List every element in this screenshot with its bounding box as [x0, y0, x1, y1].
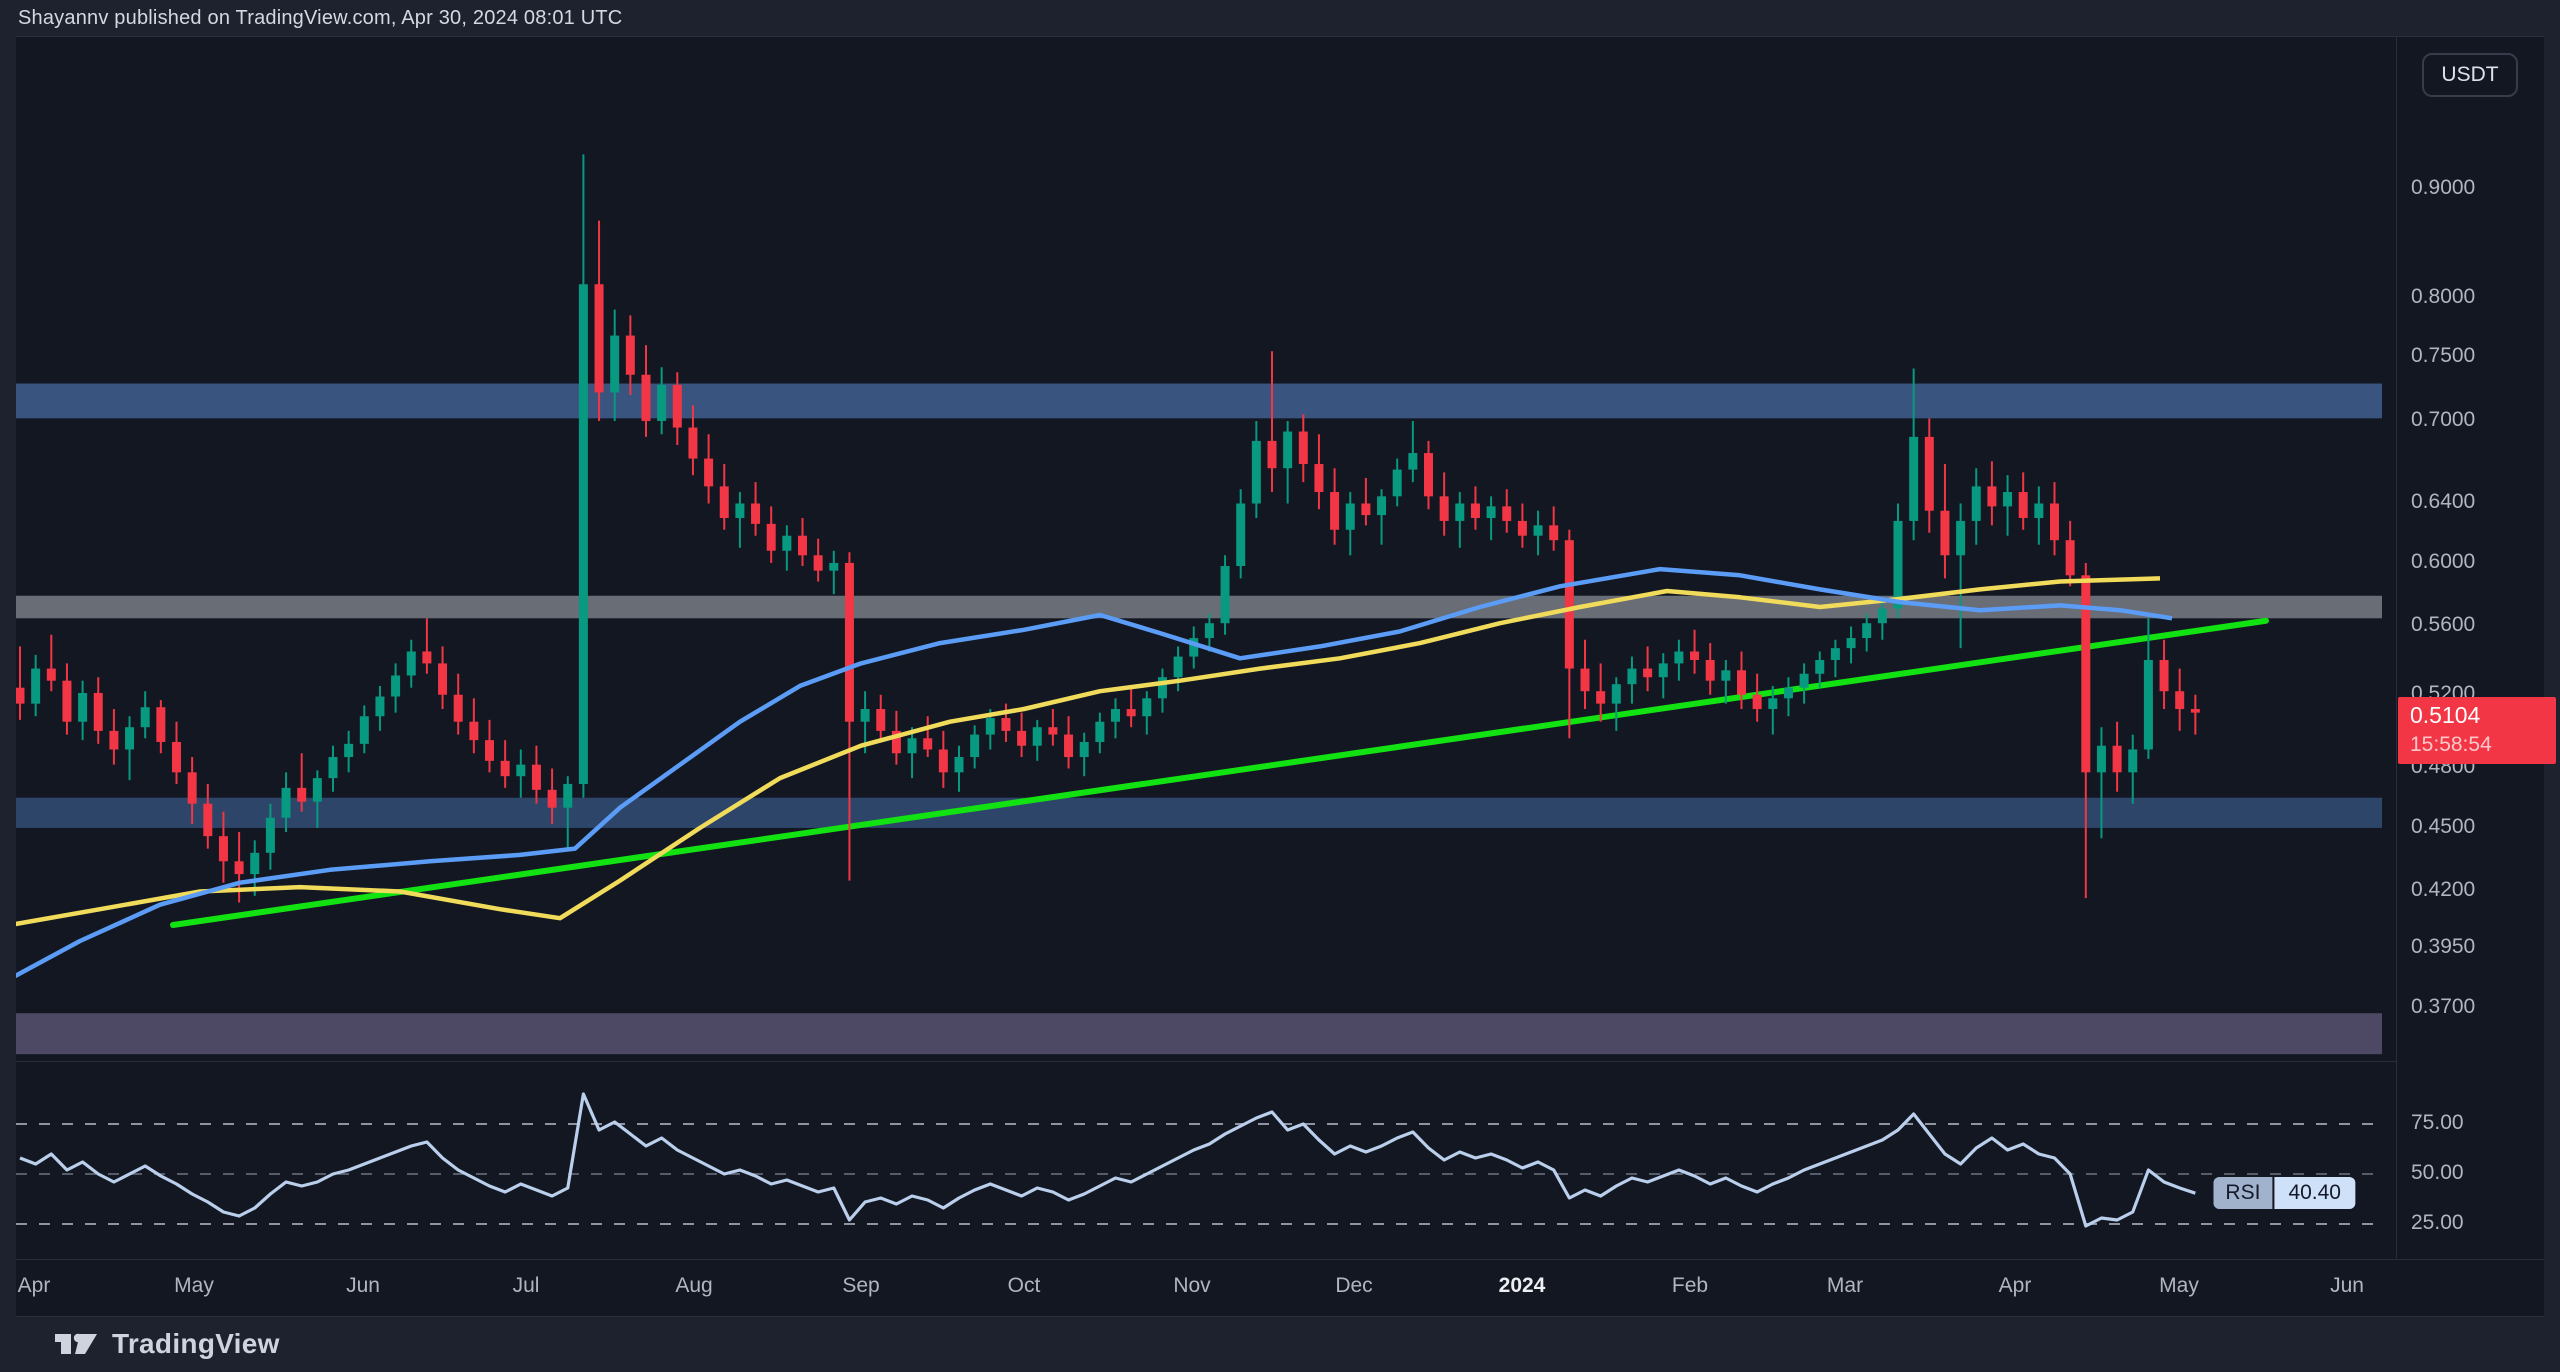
- time-tick-label[interactable]: Apr: [17, 1274, 51, 1297]
- time-tick-label[interactable]: Jul: [512, 1274, 540, 1297]
- ma-yellow-line: [16, 576, 2161, 927]
- candlestick-series: [16, 154, 2200, 903]
- price-tick-label: 0.4500: [2411, 814, 2476, 838]
- time-axis[interactable]: Apr May Jun Jul Aug Sep Oct Nov Dec 2024 Feb Mar Apr…: [16, 1259, 2544, 1317]
- currency-toggle-button[interactable]: USDT: [2422, 53, 2518, 97]
- time-tick-label[interactable]: Jun: [2330, 1274, 2364, 1297]
- tradingview-brand-text[interactable]: TradingView: [112, 1328, 280, 1359]
- price-tick-label: 0.7500: [2411, 344, 2476, 368]
- rsi-pane[interactable]: [16, 1063, 2396, 1258]
- price-tick-label: 0.9000: [2411, 176, 2476, 200]
- rsi-name: RSI: [2213, 1177, 2273, 1210]
- price-tick-label: 0.3950: [2411, 935, 2476, 958]
- rsi-chart: [16, 1092, 2382, 1228]
- support-zone-band: [16, 797, 2382, 828]
- ma-blue-line: [16, 566, 2173, 979]
- price-tick-label: 0.5600: [2411, 613, 2476, 637]
- rsi-line: [19, 1092, 2196, 1228]
- price-tick-label: 0.6000: [2411, 549, 2476, 573]
- time-tick-label[interactable]: May: [174, 1274, 214, 1297]
- time-tick-label[interactable]: Mar: [1826, 1274, 1864, 1297]
- ascending-trendline: [170, 617, 2269, 928]
- footer-bar: TradingView: [0, 1316, 2560, 1372]
- tradingview-logo-icon[interactable]: [54, 1329, 98, 1359]
- last-price-label: 0.5104 15:58:54: [2398, 696, 2556, 764]
- price-pane[interactable]: [16, 37, 2396, 1061]
- rsi-tick-label: 25.00: [2411, 1211, 2464, 1234]
- price-tick-label: 0.4200: [2411, 878, 2476, 902]
- header-bar: Shayannv published on TradingView.com, A…: [0, 0, 2560, 36]
- price-tick-label: 0.3700: [2411, 995, 2476, 1019]
- deep-support-zone-band: [16, 1013, 2382, 1055]
- time-tick-label[interactable]: Nov: [1173, 1274, 1211, 1297]
- last-price-value: 0.5104: [2410, 701, 2481, 728]
- time-tick-label[interactable]: Aug: [675, 1274, 713, 1297]
- rsi-value: 40.40: [2272, 1177, 2355, 1210]
- price-axis[interactable]: 0.9000 0.8000 0.7500 0.7000 0.6400 0.6000 0.56…: [2397, 37, 2544, 1258]
- candle-countdown: 15:58:54: [2410, 732, 2492, 756]
- price-tick-label: 0.6400: [2411, 490, 2476, 514]
- time-tick-label[interactable]: Oct: [1007, 1274, 1041, 1297]
- price-tick-label: 0.7000: [2411, 407, 2476, 431]
- time-tick-label[interactable]: Feb: [1671, 1274, 1709, 1297]
- time-tick-label[interactable]: 2024: [1498, 1274, 1546, 1297]
- pane-divider[interactable]: [16, 1061, 2396, 1062]
- rsi-tick-label: 50.00: [2411, 1161, 2464, 1184]
- time-tick-label[interactable]: Jun: [346, 1274, 380, 1297]
- time-tick-label[interactable]: Apr: [1998, 1274, 2032, 1297]
- candlestick-chart: [16, 154, 2382, 1055]
- rsi-tick-label: 75.00: [2411, 1111, 2464, 1134]
- price-tick-label: 0.8000: [2411, 284, 2476, 308]
- attribution-text: Shayannv published on TradingView.com, A…: [18, 7, 623, 29]
- time-tick-label[interactable]: Dec: [1335, 1274, 1373, 1297]
- chart-panel[interactable]: 0.9000 0.8000 0.7500 0.7000 0.6400 0.6000 0.56…: [16, 36, 2556, 1317]
- price-axis-divider: [2396, 37, 2397, 1258]
- rsi-value-label: RSI 40.40: [2213, 1177, 2355, 1210]
- time-tick-label[interactable]: May: [2159, 1274, 2199, 1297]
- resistance-zone-band: [16, 383, 2382, 419]
- time-tick-label[interactable]: Sep: [842, 1274, 880, 1297]
